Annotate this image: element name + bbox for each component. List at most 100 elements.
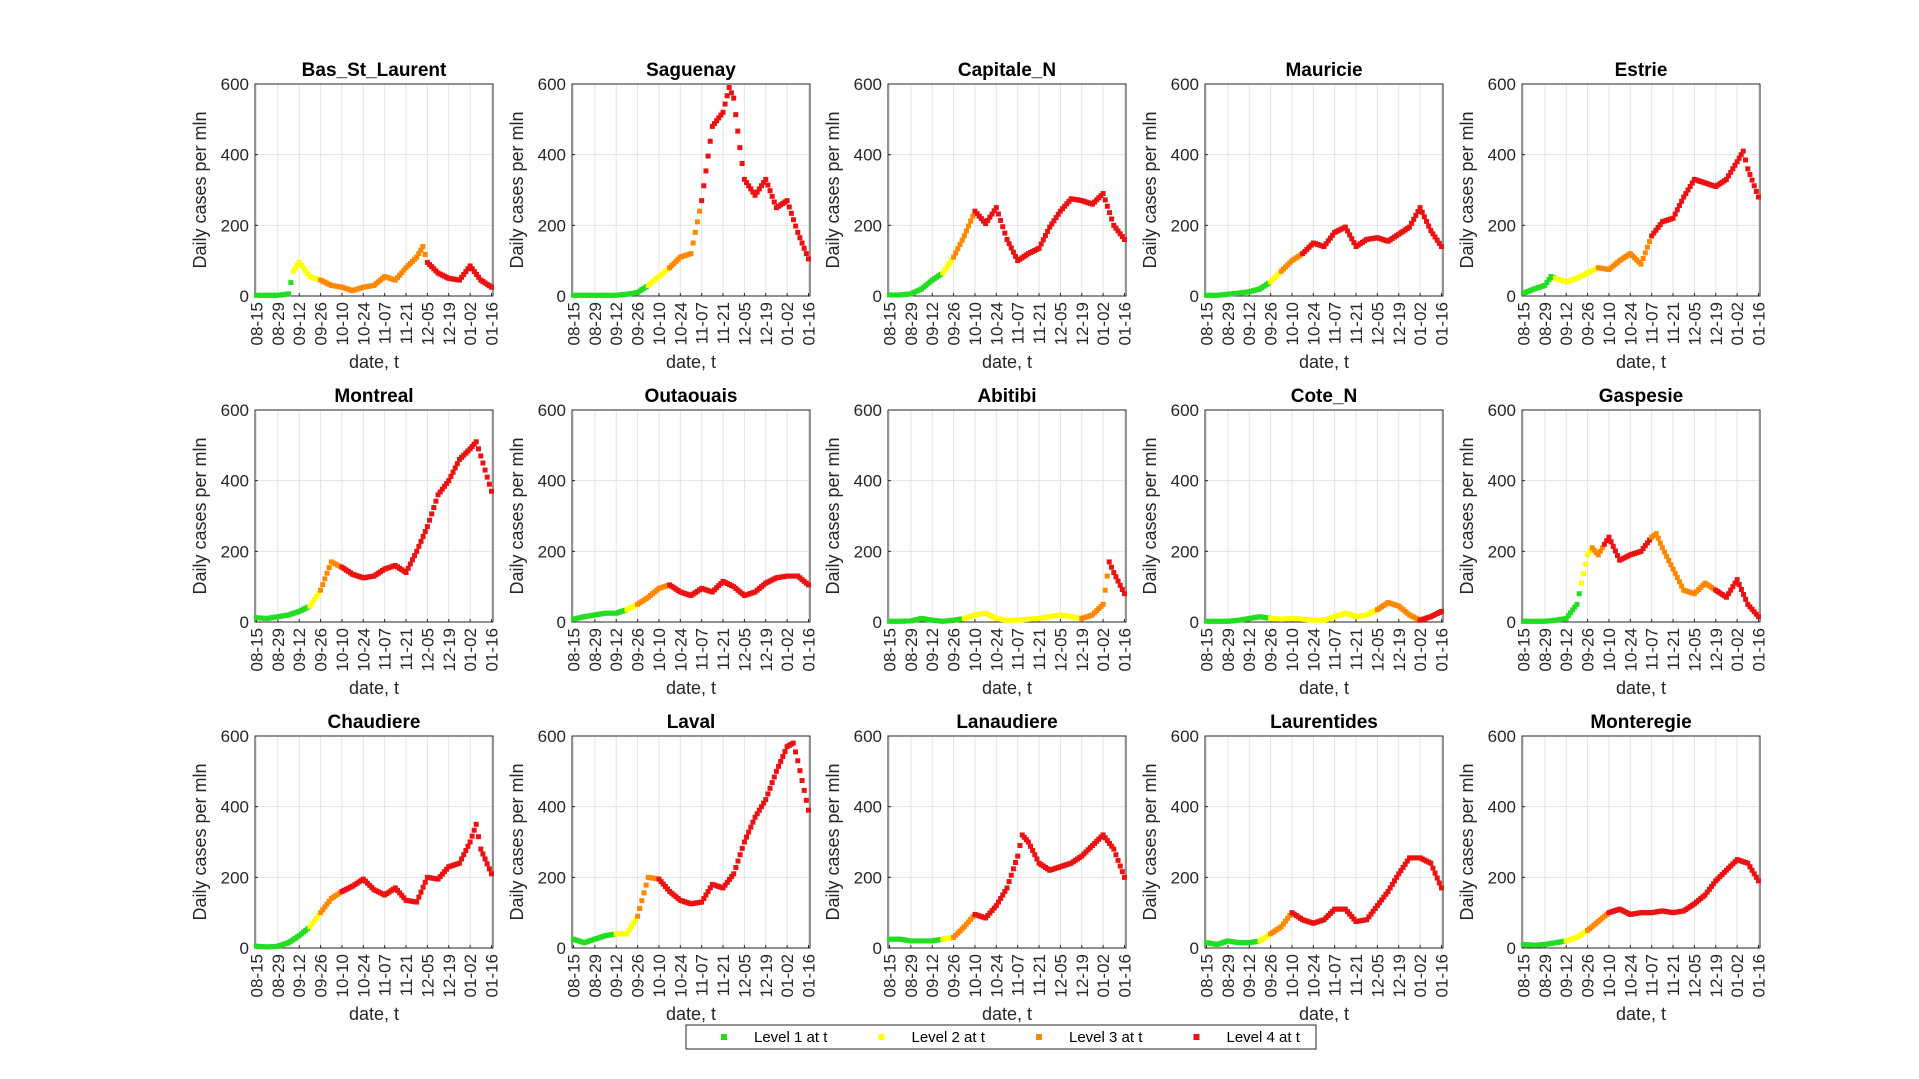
- data-point: [995, 899, 1001, 905]
- data-point: [1681, 194, 1687, 200]
- data-point: [697, 208, 703, 214]
- y-axis-label: Daily cases per mln: [1140, 763, 1160, 920]
- x-tick-label: 01-16: [482, 302, 501, 345]
- x-tick-label: 12-05: [418, 302, 437, 345]
- data-point: [420, 244, 426, 250]
- data-point: [422, 529, 428, 535]
- data-point: [465, 843, 471, 849]
- data-point: [1434, 875, 1440, 881]
- x-tick-label: 09-12: [923, 628, 942, 671]
- panel-title: Outaouais: [645, 386, 738, 407]
- data-point: [940, 270, 946, 276]
- data-point: [1415, 209, 1421, 215]
- data-point: [315, 912, 321, 918]
- x-tick-label: 10-24: [1621, 628, 1640, 671]
- data-point: [790, 740, 796, 746]
- x-tick-label: 09-12: [1557, 628, 1576, 671]
- x-tick-label: 09-26: [1579, 954, 1598, 997]
- y-tick-label: 600: [1171, 401, 1199, 420]
- data-point: [703, 168, 709, 174]
- data-point: [957, 241, 963, 247]
- gridlines: [888, 409, 1126, 623]
- x-tick-label: 09-12: [1240, 628, 1259, 671]
- data-point: [1568, 610, 1574, 616]
- data-point: [726, 876, 732, 882]
- y-tick-label: 0: [1190, 613, 1199, 632]
- data-point: [1736, 582, 1742, 588]
- y-tick-label: 200: [854, 216, 882, 235]
- x-tick-label: 01-16: [1749, 628, 1768, 671]
- data-point: [716, 115, 722, 121]
- data-point: [307, 603, 313, 609]
- data-point: [953, 250, 959, 256]
- data-point: [1668, 562, 1674, 568]
- data-point: [1109, 564, 1115, 570]
- y-tick-label: 400: [854, 146, 882, 165]
- data-point: [1738, 586, 1744, 592]
- data-point: [1570, 607, 1576, 613]
- x-tick-label: 12-05: [1685, 302, 1704, 345]
- x-tick-label: 08-29: [269, 302, 288, 345]
- data-point: [731, 871, 737, 877]
- panel-abitibi: 0 200 400 600 08-15 08-29 09-12 09-26 10-10 10-24…: [823, 386, 1134, 698]
- data-point: [1601, 541, 1607, 547]
- data-point: [467, 263, 473, 269]
- data-point: [1113, 574, 1119, 580]
- data-point: [752, 814, 758, 820]
- y-axis-label: Daily cases per mln: [190, 111, 210, 268]
- data-point: [1579, 580, 1584, 586]
- data-point: [290, 268, 296, 274]
- y-tick-label: 0: [1507, 939, 1516, 958]
- data-point: [805, 582, 811, 588]
- y-tick-label: 0: [1190, 287, 1199, 306]
- legend-label: Level 2 at t: [912, 1029, 986, 1046]
- x-tick-label: 08-15: [1198, 302, 1217, 345]
- data-point: [461, 852, 467, 858]
- panel-title: Monteregie: [1590, 712, 1691, 733]
- data-point: [1053, 215, 1059, 221]
- data-point: [478, 846, 484, 852]
- x-tick-label: 11-21: [397, 628, 416, 670]
- x-tick-label: 08-15: [1198, 628, 1217, 671]
- data-point: [1013, 859, 1019, 865]
- x-tick-label: 10-24: [1304, 628, 1323, 671]
- data-point: [313, 594, 319, 600]
- data-point: [1421, 214, 1427, 220]
- x-tick-label: 11-07: [693, 628, 712, 670]
- x-tick-label: 09-12: [290, 954, 309, 997]
- panel-montreal: 0 200 400 600 08-15 08-29 09-12 09-26 10-10 10-24…: [190, 386, 501, 698]
- x-tick-label: 01-16: [1115, 954, 1134, 997]
- data-point: [1010, 249, 1016, 255]
- panel-title: Laval: [667, 712, 716, 733]
- data-point: [1747, 864, 1753, 870]
- gridlines: [572, 735, 810, 949]
- data-point: [752, 192, 758, 198]
- data-point: [797, 235, 803, 241]
- data-point: [1657, 222, 1663, 228]
- x-tick-label: 09-26: [312, 628, 331, 671]
- data-point: [767, 785, 773, 791]
- data-point: [1640, 256, 1646, 262]
- data-point: [1100, 191, 1106, 197]
- data-point: [1351, 240, 1357, 246]
- x-tick-label: 01-16: [1115, 302, 1134, 345]
- x-tick-label: 08-15: [1515, 302, 1534, 345]
- data-point: [439, 486, 445, 492]
- y-tick-label: 0: [1507, 287, 1516, 306]
- x-tick-label: 08-15: [1198, 954, 1217, 997]
- data-point: [1676, 203, 1682, 209]
- data-point: [418, 889, 424, 895]
- data-point: [403, 570, 409, 576]
- gridlines: [572, 83, 810, 297]
- data-point: [1049, 221, 1055, 227]
- data-point: [739, 161, 745, 166]
- data-point: [1115, 578, 1121, 584]
- x-tick-label: 08-29: [586, 628, 605, 671]
- panel-chaudiere: 0 200 400 600 08-15 08-29 09-12 09-26 10-10 10-24…: [190, 712, 501, 1024]
- data-point: [1565, 613, 1571, 619]
- y-tick-label: 400: [538, 798, 566, 817]
- data-point: [741, 176, 747, 182]
- data-point: [959, 237, 965, 243]
- data-point: [1004, 885, 1010, 891]
- y-tick-label: 0: [873, 287, 882, 306]
